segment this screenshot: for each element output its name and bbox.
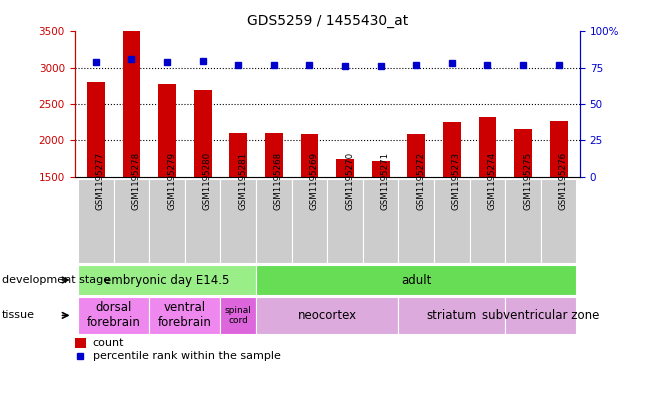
Bar [505,297,577,334]
Text: subventricular zone: subventricular zone [482,309,599,322]
Bar [363,179,399,263]
Text: GSM1195277: GSM1195277 [96,152,105,210]
Text: development stage: development stage [2,275,110,285]
Bar [265,133,283,286]
Text: GSM1195272: GSM1195272 [416,152,425,210]
Bar [399,179,434,263]
Bar [185,179,220,263]
Text: embryonic day E14.5: embryonic day E14.5 [104,274,230,286]
Bar [470,179,505,263]
Bar [149,297,220,334]
Text: GSM1195271: GSM1195271 [380,152,389,210]
Text: GSM1195278: GSM1195278 [132,152,141,210]
Bar [292,179,327,263]
Bar [541,179,577,263]
Bar [408,134,425,286]
Bar [372,161,389,286]
Text: GSM1195280: GSM1195280 [203,152,212,210]
Bar [87,82,105,286]
Text: GSM1195276: GSM1195276 [559,152,568,210]
Text: spinal
cord: spinal cord [225,306,251,325]
Text: GSM1195279: GSM1195279 [167,152,176,210]
Text: striatum: striatum [426,309,477,322]
Bar [478,116,496,286]
Text: tissue: tissue [2,310,35,320]
Text: GSM1195269: GSM1195269 [310,152,318,210]
Bar [194,90,211,286]
Bar [220,179,256,263]
Text: adult: adult [401,274,432,286]
Title: GDS5259 / 1455430_at: GDS5259 / 1455430_at [247,14,408,28]
Bar [229,133,247,286]
Text: ventral
forebrain: ventral forebrain [158,301,212,329]
Bar [220,297,256,334]
Bar [301,134,318,286]
Text: GSM1195275: GSM1195275 [523,152,532,210]
Bar [256,297,399,334]
Bar [550,121,568,286]
Bar [399,297,505,334]
Bar [443,122,461,286]
Bar [78,179,113,263]
Bar [122,31,141,286]
Bar [434,179,470,263]
Text: GSM1195270: GSM1195270 [345,152,354,210]
Text: neocortex: neocortex [297,309,357,322]
Text: percentile rank within the sample: percentile rank within the sample [93,351,281,361]
Text: count: count [93,338,124,348]
Bar [113,179,149,263]
Bar [514,129,532,286]
Text: GSM1195268: GSM1195268 [274,152,283,210]
Bar [158,84,176,286]
Bar [327,179,363,263]
Text: GSM1195281: GSM1195281 [238,152,248,210]
Text: GSM1195274: GSM1195274 [487,152,496,210]
Bar [256,179,292,263]
Bar [75,338,86,348]
Bar [149,179,185,263]
Text: dorsal
forebrain: dorsal forebrain [87,301,141,329]
Bar [256,265,577,295]
Bar [505,179,541,263]
Bar [78,265,256,295]
Text: GSM1195273: GSM1195273 [452,152,461,210]
Bar [78,297,149,334]
Bar [336,159,354,286]
